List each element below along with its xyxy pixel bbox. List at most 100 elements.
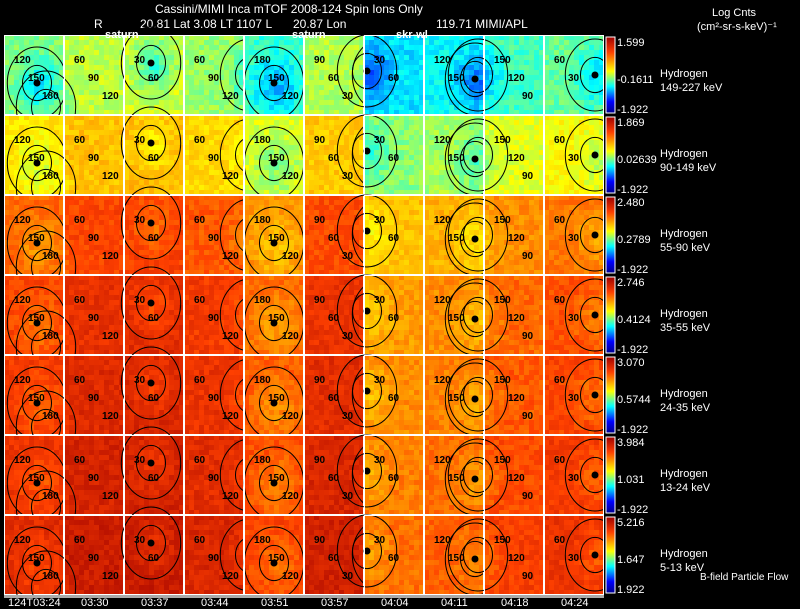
- contour-label: 30: [134, 295, 146, 306]
- heatmap-panel: [544, 275, 626, 355]
- contour-label: 120: [508, 73, 525, 84]
- heatmap-panel: [424, 115, 506, 196]
- heatmap-panel: [544, 355, 626, 435]
- contour-label: 180: [42, 411, 59, 422]
- contour-label: 90: [314, 55, 326, 66]
- contour-label: 60: [328, 473, 340, 484]
- contour-label: 150: [494, 455, 511, 466]
- contour-label: 90: [522, 331, 534, 342]
- contour-label: 60: [388, 393, 400, 404]
- contour-label: 30: [374, 55, 386, 66]
- heatmap-panel: [447, 275, 544, 355]
- colorbar-max-label: 3.984: [617, 437, 645, 449]
- lon-value: 119.71 MIMI/APL: [436, 17, 528, 31]
- contour-label: 150: [448, 73, 465, 84]
- pole-marker: [33, 399, 41, 407]
- contour-label: 30: [568, 233, 580, 244]
- contour-label: 60: [148, 313, 160, 324]
- contour-label: 150: [448, 153, 465, 164]
- contour-label: 30: [374, 535, 386, 546]
- contour-label: 60: [148, 233, 160, 244]
- colorbar: [605, 116, 616, 194]
- species-label: Hydrogen: [660, 388, 708, 400]
- contour-label: 60: [74, 455, 86, 466]
- contour-label: 120: [14, 135, 31, 146]
- heatmap-panel: [4, 35, 68, 120]
- contour-label: 180: [42, 171, 59, 182]
- pole-marker: [33, 159, 41, 167]
- pole-marker: [591, 231, 599, 239]
- pole-marker: [363, 307, 371, 315]
- contour-label: 150: [448, 553, 465, 564]
- contour-label: 60: [148, 473, 160, 484]
- contour-label: 120: [102, 331, 119, 342]
- heatmap-panel: [120, 346, 184, 435]
- contour-label: 30: [374, 295, 386, 306]
- pole-marker: [471, 555, 479, 563]
- contour-label: 180: [254, 55, 271, 66]
- pole-marker: [591, 71, 599, 79]
- colorbar-mid-label: 0.5744: [617, 394, 651, 406]
- contour-label: 120: [434, 215, 451, 226]
- colorbar-min-label: 1.922: [617, 584, 645, 596]
- contour-label: 60: [388, 473, 400, 484]
- units-title: Log Cnts: [712, 7, 757, 19]
- heatmap-panel: [336, 274, 424, 355]
- contour-label: 120: [508, 393, 525, 404]
- contour-label: 120: [282, 331, 299, 342]
- contour-label: 150: [494, 375, 511, 386]
- contour-label: 60: [74, 375, 86, 386]
- contour-label: 30: [374, 455, 386, 466]
- r-label: R: [94, 17, 103, 31]
- legend-note: B-field Particle Flow: [700, 572, 789, 583]
- contour-label: 90: [88, 473, 100, 484]
- colorbar-max-label: 5.216: [617, 517, 645, 529]
- contour-label: 120: [222, 411, 239, 422]
- contour-label: 90: [208, 313, 220, 324]
- heatmap-panel: [4, 355, 68, 440]
- contour-label: 120: [14, 375, 31, 386]
- time-tick-label: 03:51: [261, 597, 289, 609]
- contour-label: 120: [282, 491, 299, 502]
- time-tick-label: 04:18: [501, 597, 529, 609]
- colorbar-min-label: -1.922: [617, 424, 649, 436]
- colorbar-max-label: 3.070: [617, 357, 645, 369]
- contour-label: 90: [208, 153, 220, 164]
- heatmap-panel: [424, 275, 506, 356]
- colorbar-mid-label: -0.1611: [617, 74, 654, 86]
- pole-marker: [270, 239, 278, 247]
- colorbar-min-label: -1.922: [617, 184, 649, 196]
- contour-label: 60: [554, 375, 566, 386]
- heatmap-panel: [4, 275, 68, 360]
- contour-label: 180: [254, 455, 271, 466]
- heatmap-panel: [447, 355, 544, 435]
- contour-label: 30: [568, 313, 580, 324]
- heatmap-panel: [4, 435, 68, 520]
- heatmap-panel: [336, 354, 424, 435]
- species-label: Hydrogen: [660, 468, 708, 480]
- colorbar: [605, 196, 616, 274]
- pole-marker: [363, 147, 371, 155]
- colorbar-max-label: 2.480: [617, 197, 645, 209]
- contour-label: 120: [434, 535, 451, 546]
- contour-label: 90: [522, 411, 534, 422]
- pole-marker: [591, 551, 599, 559]
- contour-label: 150: [28, 233, 45, 244]
- heatmap-panel: [447, 35, 544, 115]
- contour-label: 120: [222, 251, 239, 262]
- heatmap-panel: [120, 426, 184, 515]
- contour-label: 180: [254, 215, 271, 226]
- time-tick-label: 03:37: [141, 597, 169, 609]
- colorbar: [605, 36, 616, 114]
- contour-label: 90: [314, 135, 326, 146]
- heatmap-panel: [243, 115, 305, 200]
- heatmap-panel: [15, 115, 124, 224]
- contour-label: 120: [14, 55, 31, 66]
- heatmap-panel: [184, 275, 281, 355]
- contour-label: 90: [208, 473, 220, 484]
- contour-label: 150: [494, 295, 511, 306]
- colorbar-mid-label: 0.4124: [617, 314, 651, 326]
- contour-label: 180: [254, 535, 271, 546]
- species-label: Hydrogen: [660, 148, 708, 160]
- heatmap-panel: [336, 114, 424, 195]
